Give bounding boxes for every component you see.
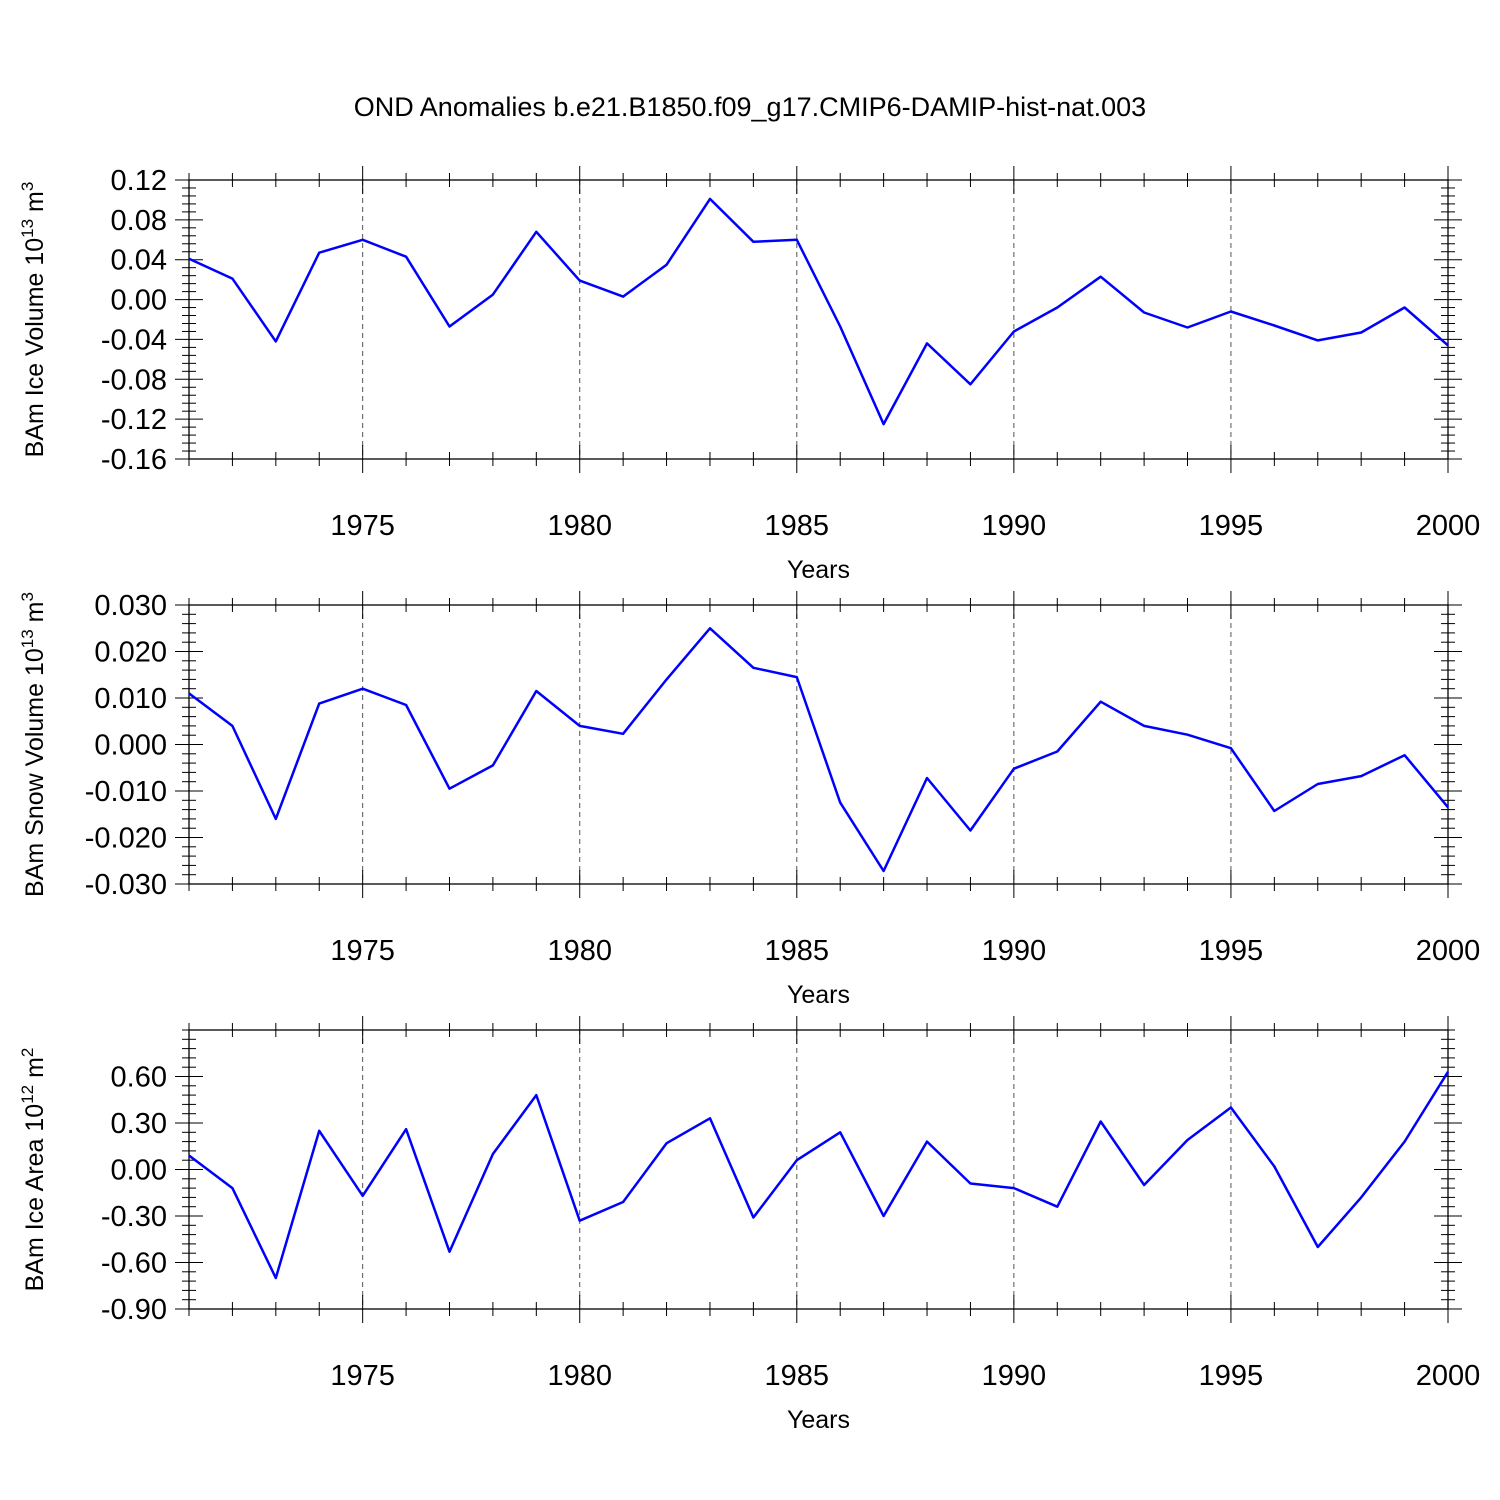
chart-panel-3: -0.90 -0.60 -0.30 0.00 0.30 0.60 1975 1980 1985 1… [18, 1016, 1480, 1434]
x-tick-label: 2000 [1416, 1360, 1481, 1392]
x-tick-label: 1995 [1199, 510, 1264, 542]
y-tick-label: -0.04 [101, 324, 167, 356]
y-tick-label: -0.08 [101, 364, 167, 396]
x-tick-label: 1985 [765, 935, 830, 967]
x-tick-label: 1975 [330, 935, 395, 967]
y-tick-label: 0.04 [111, 245, 167, 277]
y-axis-label: BAm Snow Volume 1013 m3 [18, 592, 49, 897]
y-tick-label: -0.010 [85, 776, 167, 808]
x-tick-label: 2000 [1416, 935, 1481, 967]
x-tick-label: 1980 [547, 935, 612, 967]
y-axis-label: BAm Ice Area 1012 m2 [18, 1048, 49, 1292]
y-tick-label: 0.00 [111, 285, 167, 317]
x-tick-label: 1985 [765, 510, 830, 542]
y-tick-label: 0.010 [94, 683, 167, 715]
x-tick-label: 1995 [1199, 935, 1264, 967]
plot-frame [188, 179, 1449, 460]
x-tick-label: 1975 [330, 510, 395, 542]
x-tick-label: 1975 [330, 1360, 395, 1392]
series-line [188, 197, 1449, 426]
y-tick-label: 0.030 [94, 590, 167, 622]
y-tick-label: 0.60 [111, 1062, 167, 1094]
y-tick-label: -0.90 [101, 1294, 167, 1326]
x-tick-label: 1995 [1199, 1360, 1264, 1392]
plot-frame [188, 1029, 1449, 1310]
figure-title: OND Anomalies b.e21.B1850.f09_g17.CMIP6-… [354, 92, 1146, 122]
x-tick-label: 1990 [982, 935, 1047, 967]
y-tick-label: 0.00 [111, 1155, 167, 1187]
y-tick-label: -0.030 [85, 869, 167, 901]
chart-panels: -0.16 -0.12 -0.08 -0.04 0.00 0.04 0.08 0.12 1975… [18, 165, 1480, 1434]
y-tick-label: -0.30 [101, 1201, 167, 1233]
y-tick-label: 0.12 [111, 165, 167, 197]
x-axis-label: Years [787, 556, 850, 584]
x-axis-label: Years [787, 981, 850, 1009]
x-tick-label: 1990 [982, 510, 1047, 542]
y-tick-label: -0.60 [101, 1248, 167, 1280]
y-axis-label: BAm Ice Volume 1013 m3 [18, 182, 49, 458]
x-tick-label: 1980 [547, 510, 612, 542]
series-line [188, 627, 1449, 873]
x-tick-label: 1990 [982, 1360, 1047, 1392]
plot-frame [188, 604, 1449, 885]
x-tick-label: 1980 [547, 1360, 612, 1392]
x-tick-label: 1985 [765, 1360, 830, 1392]
y-tick-label: -0.16 [101, 444, 167, 476]
y-tick-label: 0.020 [94, 637, 167, 669]
y-tick-label: 0.08 [111, 205, 167, 237]
x-tick-label: 2000 [1416, 510, 1481, 542]
chart-panel-1: -0.16 -0.12 -0.08 -0.04 0.00 0.04 0.08 0.12 1975… [18, 165, 1480, 584]
y-tick-label: -0.12 [101, 404, 167, 436]
series-line [188, 1071, 1450, 1280]
x-axis-label: Years [787, 1406, 850, 1434]
chart-panel-2: -0.030 -0.020 -0.010 0.000 0.010 0.020 0.030 19… [18, 590, 1480, 1009]
y-tick-label: 0.30 [111, 1108, 167, 1140]
y-tick-label: -0.020 [85, 823, 167, 855]
y-tick-label: 0.000 [94, 730, 167, 762]
